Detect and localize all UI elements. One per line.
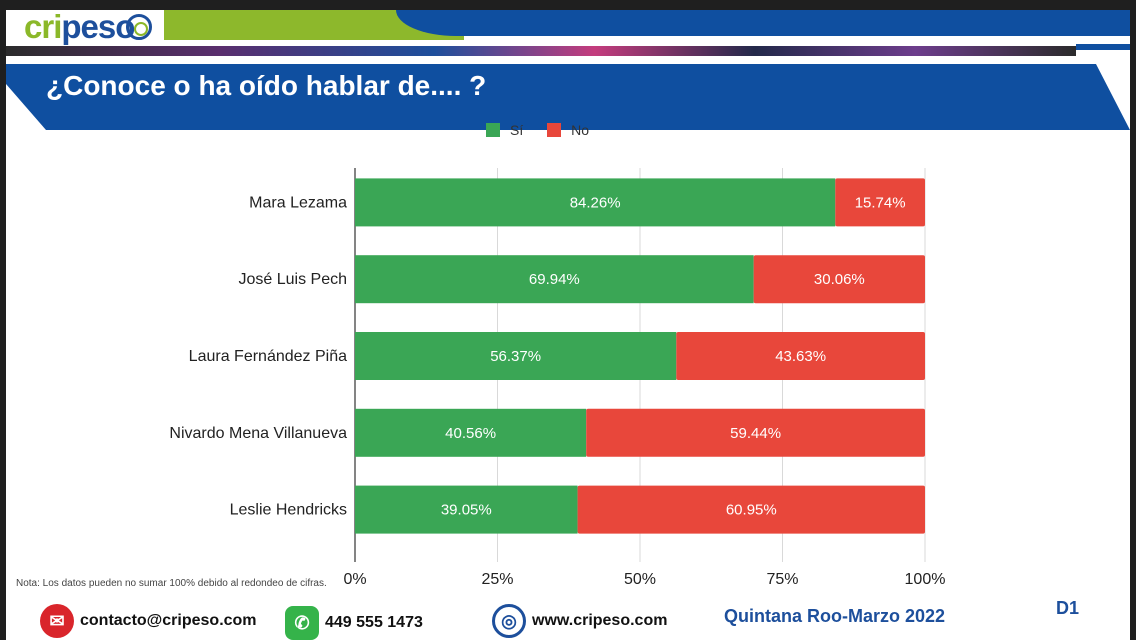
chart-legend: Sí No <box>486 122 609 140</box>
mail-icon: ✉ <box>40 604 74 638</box>
header-image-strip <box>6 46 1076 56</box>
data-label: 59.44% <box>730 425 781 442</box>
x-tick-label: 50% <box>624 571 656 588</box>
bar-si <box>355 408 587 457</box>
category-label: Laura Fernández Piña <box>189 348 347 365</box>
x-tick-label: 0% <box>343 571 366 588</box>
footer-email[interactable]: ✉ contacto@cripeso.com <box>40 604 257 638</box>
data-label: 43.63% <box>775 348 826 365</box>
globe-icon: ◎ <box>492 604 526 638</box>
data-label: 60.95% <box>726 502 777 519</box>
bar-no <box>577 485 925 534</box>
data-label: 40.56% <box>445 425 496 442</box>
footer-region: Quintana Roo-Marzo 2022 <box>724 606 946 626</box>
legend-label-no: No <box>571 122 590 138</box>
slide-code: D1 <box>1056 598 1080 618</box>
x-tick-label: 100% <box>905 571 946 588</box>
bar-si <box>355 332 677 380</box>
header-blue-band <box>396 10 1130 36</box>
data-label: 39.05% <box>441 502 492 519</box>
legend-swatch-no <box>547 123 562 137</box>
x-tick-label: 75% <box>766 571 798 588</box>
bar-no <box>753 255 925 304</box>
bar-chart: 0% 25% 50% 75% 100% Mara Lezama 84.26% 15.74% Jo… <box>169 168 946 588</box>
category-label: Nivardo Mena Villanueva <box>169 425 347 442</box>
legend-label-si: Sí <box>510 122 524 138</box>
page-title: ¿Conoce o ha oído hablar de.... ? <box>46 70 487 101</box>
footer-phone-text: 449 555 1473 <box>325 614 423 631</box>
data-label: 15.74% <box>855 194 906 211</box>
bar-si <box>355 255 754 304</box>
category-label: Mara Lezama <box>249 194 347 211</box>
bar-si <box>355 178 836 227</box>
bar-no <box>676 332 925 380</box>
footer-website-text: www.cripeso.com <box>532 612 668 629</box>
data-label: 84.26% <box>570 194 621 211</box>
slide: cripeso ¿Conoce o ha oído hablar de.... … <box>6 10 1130 640</box>
x-tick-label: 25% <box>481 571 513 588</box>
phone-icon: ✆ <box>285 606 319 640</box>
footer-phone[interactable]: ✆ 449 555 1473 <box>285 606 423 640</box>
logo-text: cripeso <box>24 10 135 45</box>
data-label: 30.06% <box>814 271 865 288</box>
data-label: 56.37% <box>490 348 541 365</box>
category-label: Leslie Hendricks <box>230 502 347 519</box>
footnote: Nota: Los datos pueden no sumar 100% deb… <box>16 578 327 589</box>
bar-no <box>586 408 925 457</box>
category-label: José Luis Pech <box>238 271 347 288</box>
logo-mark-icon <box>126 14 152 40</box>
footer-email-text: contacto@cripeso.com <box>80 612 257 629</box>
logo: cripeso <box>14 10 164 46</box>
bar-si <box>355 485 578 534</box>
legend-item-no: No <box>547 122 589 138</box>
footer-website[interactable]: ◎ www.cripeso.com <box>492 604 667 638</box>
title-band <box>6 64 1130 130</box>
bar-no <box>835 178 925 227</box>
header-blue-accent <box>1076 44 1130 50</box>
legend-swatch-si <box>486 123 500 137</box>
legend-item-si: Sí <box>486 122 523 138</box>
data-label: 69.94% <box>529 271 580 288</box>
